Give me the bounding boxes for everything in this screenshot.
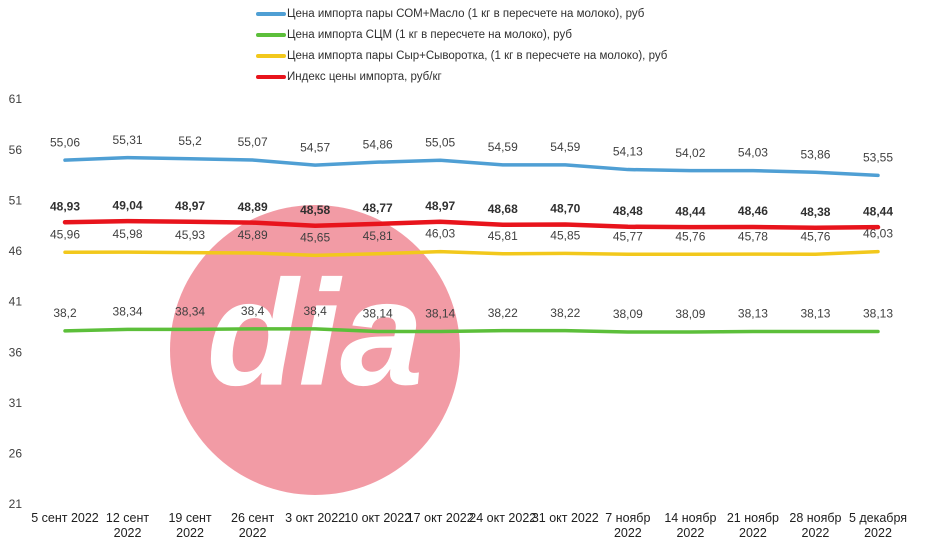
data-label: 46,03 <box>425 227 455 241</box>
y-tick-label: 61 <box>9 92 23 106</box>
legend-label: Цена импорта СЦМ (1 кг в пересчете на мо… <box>287 29 572 41</box>
data-label: 38,34 <box>113 305 143 319</box>
data-label: 45,85 <box>550 229 580 243</box>
data-label: 38,4 <box>241 304 265 318</box>
data-label: 45,98 <box>113 227 143 241</box>
data-label: 45,76 <box>800 229 830 243</box>
data-label: 45,96 <box>50 227 80 241</box>
data-label: 38,13 <box>738 307 768 321</box>
y-tick-label: 21 <box>9 497 23 511</box>
data-label: 55,07 <box>238 135 268 149</box>
data-label: 48,38 <box>800 205 830 219</box>
data-label: 48,44 <box>675 204 705 218</box>
data-label: 54,86 <box>363 137 393 151</box>
x-tick-label: 26 сент 2022 <box>231 511 275 540</box>
data-label: 45,93 <box>175 228 205 242</box>
x-tick-label: 28 ноябр 2022 <box>789 511 842 540</box>
series-line <box>63 155 880 178</box>
data-label: 55,06 <box>50 135 80 149</box>
data-label: 54,03 <box>738 146 768 160</box>
y-tick-label: 36 <box>9 345 23 359</box>
data-label: 54,59 <box>488 140 518 154</box>
data-label: 38,22 <box>488 306 518 320</box>
series-line <box>62 218 881 231</box>
y-tick-label: 46 <box>9 244 23 258</box>
data-label: 48,44 <box>863 204 893 218</box>
data-label: 38,13 <box>863 307 893 321</box>
data-label: 45,65 <box>300 231 330 245</box>
x-tick-label: 5 декабря 2022 <box>848 511 908 540</box>
data-label: 45,77 <box>613 229 643 243</box>
data-label: 38,09 <box>675 307 705 321</box>
data-label: 55,31 <box>113 133 143 147</box>
data-label: 48,97 <box>175 199 205 213</box>
data-label: 45,89 <box>238 228 268 242</box>
data-label: 38,34 <box>175 305 205 319</box>
x-tick-label: 10 окт 2022 <box>344 511 412 525</box>
y-tick-label: 56 <box>9 143 23 157</box>
x-tick-label: 5 сент 2022 <box>31 511 99 525</box>
y-tick-label: 41 <box>9 295 23 309</box>
legend-label: Индекс цены импорта, руб/кг <box>287 71 442 83</box>
series-line <box>63 327 880 334</box>
data-label: 54,13 <box>613 145 643 159</box>
data-label: 55,05 <box>425 135 455 149</box>
data-label: 48,68 <box>488 202 518 216</box>
x-tick-label: 21 ноябр 2022 <box>726 511 779 540</box>
x-tick-label: 24 окт 2022 <box>469 511 537 525</box>
data-label: 38,14 <box>363 307 393 321</box>
data-label: 48,77 <box>363 201 393 215</box>
x-tick-label: 19 сент 2022 <box>168 511 212 540</box>
data-label: 54,57 <box>300 140 330 154</box>
data-label: 38,22 <box>550 306 580 320</box>
data-label: 45,81 <box>363 229 393 243</box>
series-line <box>63 249 880 258</box>
data-label: 45,81 <box>488 229 518 243</box>
data-label: 48,89 <box>238 200 268 214</box>
y-tick-label: 31 <box>9 396 23 410</box>
x-tick-label: 31 окт 2022 <box>531 511 599 525</box>
data-label: 45,78 <box>738 229 768 243</box>
data-label: 48,46 <box>738 204 768 218</box>
x-tick-label: 12 сент 2022 <box>105 511 150 540</box>
watermark-circle <box>170 205 460 495</box>
data-label: 46,03 <box>863 227 893 241</box>
data-label: 38,13 <box>800 307 830 321</box>
x-tick-label: 14 ноябр 2022 <box>664 511 717 540</box>
y-tick-label: 26 <box>9 447 23 461</box>
data-label: 38,4 <box>303 304 327 318</box>
data-label: 38,09 <box>613 307 643 321</box>
data-label: 38,2 <box>53 306 77 320</box>
legend-label: Цена импорта пары Сыр+Сыворотка, (1 кг в… <box>287 50 668 62</box>
data-label: 48,93 <box>50 199 80 213</box>
data-label: 53,86 <box>800 147 830 161</box>
data-label: 48,97 <box>425 199 455 213</box>
data-label: 54,59 <box>550 140 580 154</box>
data-label: 45,76 <box>675 229 705 243</box>
x-tick-label: 7 ноябр 2022 <box>605 511 651 540</box>
data-label: 48,70 <box>550 202 580 216</box>
data-label: 38,14 <box>425 307 455 321</box>
data-label: 53,55 <box>863 151 893 165</box>
data-label: 54,02 <box>675 146 705 160</box>
watermark: dia <box>170 205 460 495</box>
x-tick-label: 17 окт 2022 <box>406 511 474 525</box>
x-tick-label: 3 окт 2022 <box>285 511 346 525</box>
legend-label: Цена импорта пары СОМ+Масло (1 кг в пере… <box>287 8 645 20</box>
y-tick-label: 51 <box>9 193 23 207</box>
data-label: 48,58 <box>300 203 330 217</box>
data-label: 49,04 <box>113 198 143 212</box>
data-label: 48,48 <box>613 204 643 218</box>
data-label: 55,2 <box>178 134 202 148</box>
